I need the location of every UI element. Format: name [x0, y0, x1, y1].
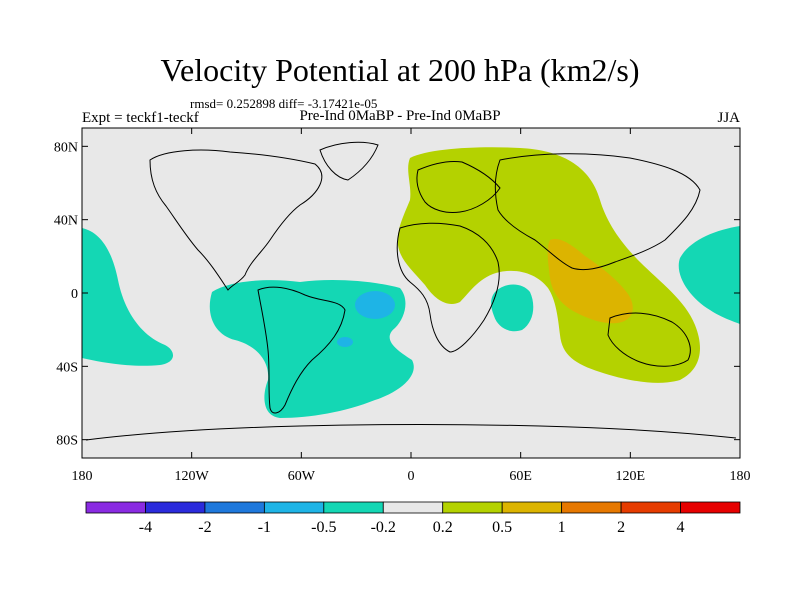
colorbar-label: 0.5 — [492, 519, 512, 536]
colorbar-swatch — [382, 501, 444, 514]
east-pacific-negative-region — [82, 228, 174, 366]
colorbar-swatch — [263, 501, 325, 514]
lon-label: 60E — [509, 469, 532, 484]
colorbar-label: -0.2 — [371, 519, 396, 536]
south-america-coast — [257, 286, 346, 414]
colorbar-label: -4 — [139, 519, 152, 536]
colorbar-label: -1 — [258, 519, 271, 536]
colorbar-swatch — [442, 501, 503, 514]
indian-ocean-negative-region — [491, 284, 534, 332]
antarctica-coast — [85, 424, 737, 441]
maritime-continent-positive-core — [547, 239, 633, 324]
south-atlantic-blue-core — [337, 337, 353, 347]
colorbar-swatch — [561, 501, 622, 514]
lon-label: 120E — [616, 469, 646, 484]
colorbar-swatch — [680, 501, 741, 514]
rmsd-diff-text: rmsd= 0.252898 diff= -3.17421e-05 — [190, 96, 378, 111]
lon-label: 180 — [72, 469, 93, 484]
comparison-label: Pre-Ind 0MaBP - Pre-Ind 0MaBP — [299, 108, 501, 124]
coastlines — [85, 141, 737, 441]
colorbar-swatch — [323, 501, 384, 514]
australia-coast — [607, 312, 691, 367]
season-label: JJA — [717, 110, 740, 126]
experiment-label: Expt = teckf1-teckf — [82, 110, 199, 126]
colorbar-label: -0.5 — [311, 519, 336, 536]
colorbar-label: 0.2 — [433, 519, 453, 536]
lat-label: 80N — [54, 140, 78, 155]
lat-label: 80S — [56, 434, 78, 449]
asia-coast — [494, 153, 701, 271]
africa-coast — [396, 222, 500, 353]
lat-label: 40N — [54, 214, 78, 229]
west-pacific-negative-region — [678, 226, 740, 324]
lat-label: 0 — [71, 287, 78, 302]
lon-label: 180 — [730, 469, 751, 484]
field-layer — [82, 128, 740, 458]
colorbar: -4 -2 -1 -0.5 -0.2 0.2 0.5 1 2 4 — [85, 501, 741, 536]
north-america-coast — [149, 149, 323, 291]
lon-label: 120W — [175, 469, 210, 484]
lon-label: 0 — [408, 469, 415, 484]
atlantic-blue-core — [355, 291, 395, 319]
colorbar-label: 2 — [617, 519, 625, 536]
greenland-coast — [319, 141, 379, 181]
colorbar-swatch — [145, 501, 206, 514]
lat-label: 40S — [56, 360, 78, 375]
colorbar-label: -2 — [198, 519, 211, 536]
colorbar-label: 1 — [558, 519, 566, 536]
plot-title: Velocity Potential at 200 hPa (km2/s) — [160, 52, 640, 88]
colorbar-swatch — [85, 501, 146, 514]
colorbar-label: 4 — [677, 519, 685, 536]
colorbar-swatch — [620, 501, 681, 514]
europe-coast — [416, 161, 501, 213]
colorbar-swatch — [204, 501, 265, 514]
colorbar-swatch — [501, 501, 563, 514]
axis-layer: 80N 40N 0 40S 80S 180 120W 60W 0 60E 120E 180 — [54, 128, 751, 484]
lon-label: 60W — [288, 469, 316, 484]
